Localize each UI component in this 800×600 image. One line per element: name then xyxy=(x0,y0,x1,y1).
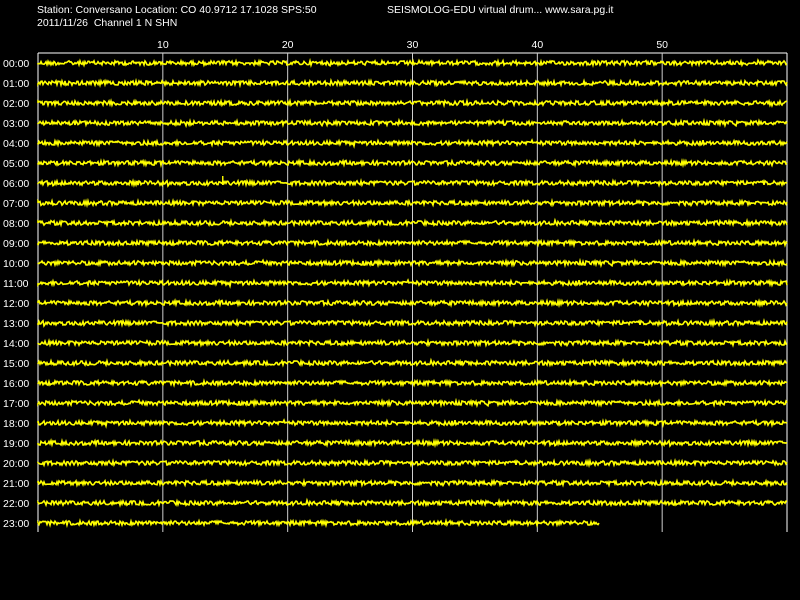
row-time-label: 01:00 xyxy=(3,78,29,90)
row-time-label: 09:00 xyxy=(3,238,29,250)
row-time-label: 18:00 xyxy=(3,418,29,430)
row-time-label: 19:00 xyxy=(3,438,29,450)
trace-row xyxy=(37,217,788,228)
date-channel-info: 2011/11/26 Channel 1 N SHN xyxy=(37,17,178,29)
app-title: SEISMOLOG-EDU virtual drum... www.sara.p… xyxy=(387,4,614,16)
row-time-label: 21:00 xyxy=(3,478,29,490)
row-time-label: 06:00 xyxy=(3,178,29,190)
x-tick-label: 20 xyxy=(282,39,294,51)
trace-row xyxy=(37,477,788,488)
row-time-label: 04:00 xyxy=(3,138,29,150)
labels-layer: 10 20 30 40 50 00:00 01:00 02:00 03:00 04:00 05:00… xyxy=(3,39,668,530)
row-time-label: 03:00 xyxy=(3,118,29,130)
x-tick-label: 50 xyxy=(656,39,668,51)
row-time-label: 00:00 xyxy=(3,58,29,70)
row-time-label: 15:00 xyxy=(3,358,29,370)
trace-row xyxy=(37,497,788,508)
trace-row xyxy=(37,197,788,209)
row-time-label: 08:00 xyxy=(3,218,29,230)
row-time-label: 05:00 xyxy=(3,158,29,170)
row-time-label: 02:00 xyxy=(3,98,29,110)
trace-row xyxy=(37,397,788,409)
trace-row xyxy=(37,117,788,129)
row-time-label: 12:00 xyxy=(3,298,29,310)
row-time-label: 22:00 xyxy=(3,498,29,510)
trace-row xyxy=(37,138,788,149)
trace-row xyxy=(37,97,788,109)
row-time-label: 20:00 xyxy=(3,458,29,470)
trace-row xyxy=(37,517,600,529)
trace-row xyxy=(37,157,788,169)
trace-row xyxy=(37,278,788,289)
trace-row xyxy=(37,317,788,329)
row-time-label: 07:00 xyxy=(3,198,29,210)
trace-row xyxy=(37,237,788,249)
row-time-label: 13:00 xyxy=(3,318,29,330)
trace-row xyxy=(37,457,788,469)
grid-layer xyxy=(37,52,788,532)
row-time-label: 11:00 xyxy=(3,278,29,290)
trace-row xyxy=(37,57,788,68)
row-time-label: 16:00 xyxy=(3,378,29,390)
row-time-label: 10:00 xyxy=(3,258,29,270)
trace-row xyxy=(37,437,788,449)
x-tick-label: 40 xyxy=(531,39,543,51)
x-tick-label: 30 xyxy=(407,39,419,51)
trace-row xyxy=(37,337,788,348)
traces-layer xyxy=(37,57,788,529)
trace-row xyxy=(37,357,788,368)
row-time-label: 14:00 xyxy=(3,338,29,350)
trace-row xyxy=(37,77,788,89)
trace-row xyxy=(37,418,788,429)
trace-row xyxy=(37,377,788,389)
trace-row xyxy=(37,178,788,188)
station-info: Station: Conversano Location: CO 40.9712… xyxy=(37,4,317,16)
row-time-label: 17:00 xyxy=(3,398,29,410)
trace-row xyxy=(37,257,788,269)
row-time-label: 23:00 xyxy=(3,518,29,530)
trace-row xyxy=(37,297,788,309)
x-tick-label: 10 xyxy=(157,39,169,51)
